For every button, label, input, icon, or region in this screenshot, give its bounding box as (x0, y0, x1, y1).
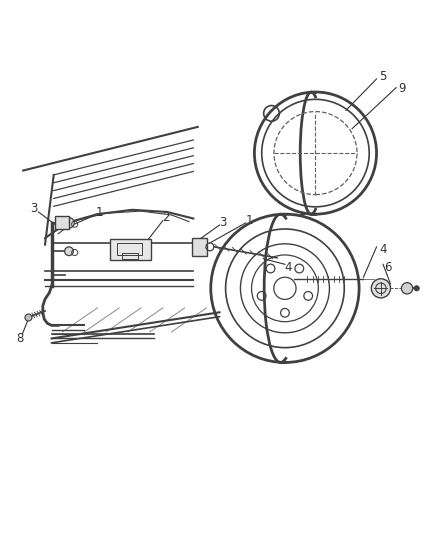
Text: 8: 8 (16, 332, 24, 344)
Text: 5: 5 (378, 70, 386, 83)
Text: 7: 7 (403, 282, 410, 296)
Circle shape (413, 286, 418, 291)
FancyBboxPatch shape (55, 216, 69, 229)
FancyBboxPatch shape (192, 238, 207, 256)
Text: 3: 3 (219, 215, 226, 229)
Text: 3: 3 (30, 203, 37, 215)
Text: 2: 2 (162, 211, 170, 224)
Text: 1: 1 (245, 214, 252, 227)
Circle shape (25, 314, 32, 321)
Text: 1: 1 (95, 206, 103, 219)
Circle shape (64, 217, 74, 228)
Text: 4: 4 (378, 244, 386, 256)
FancyBboxPatch shape (110, 239, 150, 260)
Circle shape (371, 279, 390, 298)
Circle shape (64, 247, 73, 256)
Text: 9: 9 (397, 82, 405, 95)
Text: 4: 4 (284, 261, 292, 274)
Circle shape (400, 282, 412, 294)
Text: 6: 6 (384, 261, 391, 274)
